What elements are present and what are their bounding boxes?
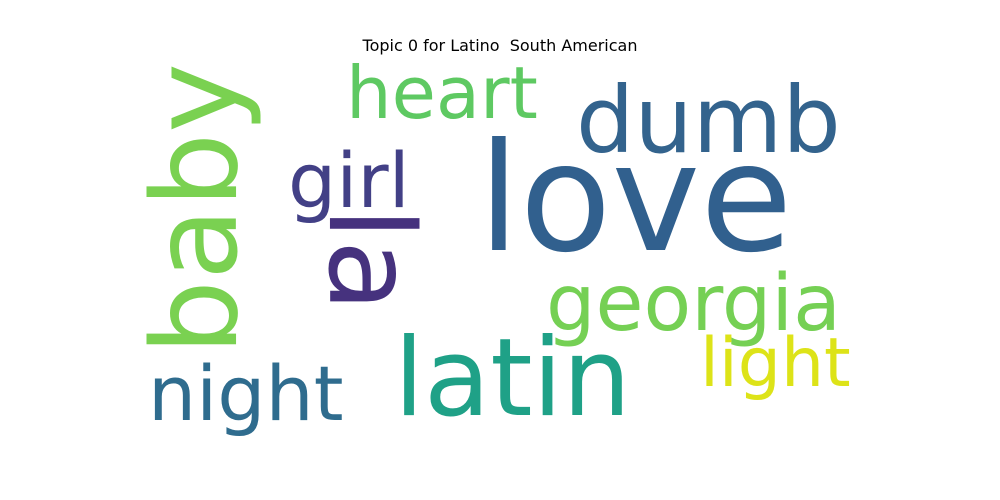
figure-title: Topic 0 for Latino South American	[362, 36, 638, 55]
word-heart: heart	[346, 51, 538, 135]
word-girl: girl	[288, 136, 410, 225]
word-dumb: dumb	[576, 67, 841, 174]
word-light: light	[700, 324, 851, 403]
word-la: la	[302, 207, 440, 312]
word-georgia: georgia	[546, 259, 841, 349]
word-latin: latin	[394, 316, 631, 441]
word-love: love	[478, 112, 793, 286]
word-night: night	[148, 349, 344, 438]
word-baby: baby	[126, 63, 264, 355]
